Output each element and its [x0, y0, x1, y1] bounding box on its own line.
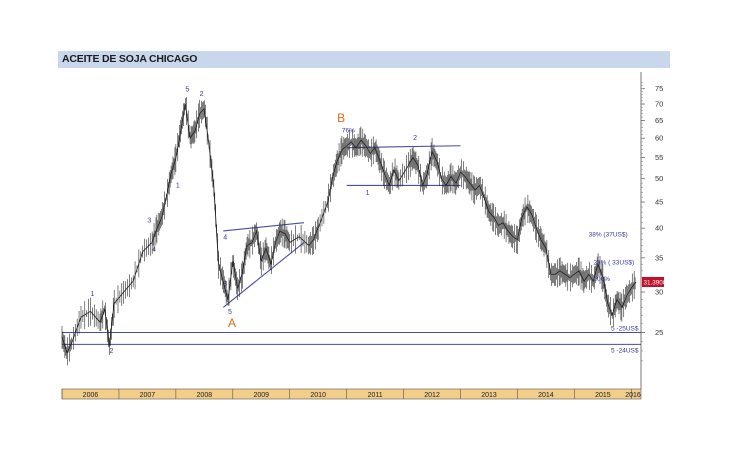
y-tick-label: 45	[655, 198, 663, 207]
y-tick-label: 50	[655, 174, 663, 183]
price-series	[61, 96, 637, 366]
wave-count-label: 3	[223, 281, 227, 288]
fib-label: 38% (37US$)	[589, 232, 628, 239]
x-tick-label: 2009	[253, 392, 269, 399]
wave-count-label: 2	[200, 91, 204, 98]
y-tick-label: 60	[655, 134, 663, 143]
y-tick-label: 65	[655, 116, 663, 125]
trendline	[223, 222, 305, 232]
wave-count-label: 1	[176, 183, 180, 190]
support-line-label: 5 -25US$	[611, 325, 639, 332]
wave-label-major: A	[228, 316, 236, 330]
y-tick-label: 70	[655, 100, 663, 109]
x-tick-label: 2014	[538, 392, 554, 399]
fib-label: 100%	[593, 276, 610, 283]
wave-count-label: 4	[223, 235, 227, 242]
y-tick-label: 55	[655, 153, 663, 162]
wave-count-label: 1	[366, 190, 370, 197]
wave-count-label: 2	[413, 135, 417, 142]
fib-label: 23% ( 33US$)	[593, 259, 634, 266]
wave-count-label: 4	[152, 247, 156, 254]
x-tick-label: 2006	[83, 392, 99, 399]
trendline	[222, 242, 305, 308]
x-tick-label: 2011	[368, 392, 383, 399]
y-tick-label: 40	[655, 224, 663, 233]
chart-title: ACEITE DE SOJA CHICAGO	[62, 53, 198, 65]
plot-background	[62, 72, 641, 389]
wave-count-label: 1	[90, 291, 94, 298]
wave-count-label: 5	[185, 87, 189, 94]
x-tick-label: 2012	[424, 392, 440, 399]
y-tick-label: 25	[655, 328, 663, 337]
y-tick-label: 75	[655, 84, 663, 93]
y-tick-label: 35	[655, 253, 663, 262]
reference-lines	[62, 145, 641, 345]
chart-frame	[62, 72, 641, 389]
chart-annotations: 5 -25US$ 5 -24US$ 5 2 1 3 4 1 2 4 3 5 76% 1 2 38% (37US…	[90, 87, 638, 355]
x-tick-label: 2007	[140, 392, 156, 399]
wave-count-label: 5	[228, 309, 232, 316]
support-line-label: 5 -24US$	[611, 347, 639, 354]
last-price-label: 31.3900	[644, 279, 667, 286]
x-tick-label: 2016	[625, 392, 641, 399]
wave-count-label: 2	[109, 348, 113, 355]
chart-title-bar: ACEITE DE SOJA CHICAGO	[58, 51, 670, 68]
x-tick-label: 2010	[310, 392, 326, 399]
y-tick-label: 30	[655, 288, 663, 297]
x-tick-label: 2015	[595, 392, 611, 399]
x-tick-label: 2013	[481, 392, 497, 399]
wave-label-major: B	[337, 111, 345, 125]
wave-count-label: 3	[147, 218, 151, 225]
fib-label: 76%	[342, 128, 355, 135]
last-price-box	[642, 276, 664, 287]
x-tick-label: 2008	[197, 392, 213, 399]
